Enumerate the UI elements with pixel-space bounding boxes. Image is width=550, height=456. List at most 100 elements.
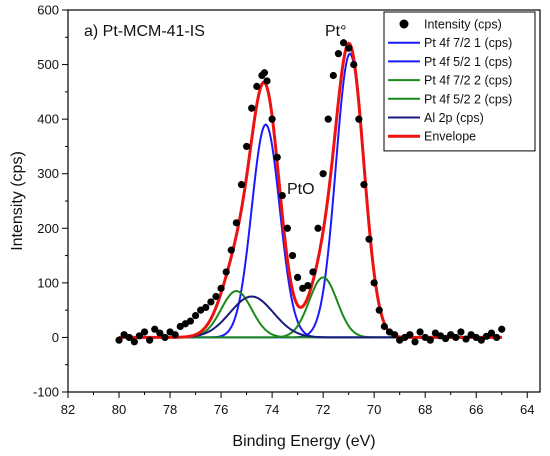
data-point <box>324 115 332 123</box>
legend-label: Intensity (cps) <box>424 18 502 32</box>
legend-marker <box>399 19 409 29</box>
data-point <box>360 181 368 189</box>
y-axis-title: Intensity (cps) <box>9 151 26 251</box>
legend-label: Pt 4f 7/2 2 (cps) <box>424 74 512 88</box>
data-point <box>207 298 215 306</box>
data-point <box>304 281 312 290</box>
data-point <box>498 325 506 333</box>
data-point <box>355 115 363 123</box>
x-tick-label: 70 <box>367 402 381 417</box>
data-point <box>411 338 419 346</box>
x-axis-title: Binding Energy (eV) <box>232 433 375 450</box>
data-point <box>125 333 133 342</box>
data-point <box>222 268 230 276</box>
data-point <box>482 332 491 340</box>
data-point <box>345 44 353 52</box>
data-point <box>140 328 149 336</box>
data-point <box>487 329 496 337</box>
data-point <box>278 191 286 200</box>
legend-label: Pt 4f 7/2 1 (cps) <box>424 36 512 50</box>
pt0-peak-label: Pt° <box>325 23 347 40</box>
data-points <box>115 39 506 346</box>
y-tick-label: 0 <box>52 330 59 345</box>
data-point <box>370 279 378 287</box>
x-tick-label: 66 <box>469 402 483 417</box>
data-point <box>442 334 450 343</box>
data-point <box>268 115 276 123</box>
data-point <box>314 224 322 232</box>
data-point <box>294 273 302 281</box>
data-point <box>406 331 414 339</box>
data-point <box>161 333 169 342</box>
fit-component-curve <box>119 123 502 339</box>
data-point <box>309 268 317 276</box>
data-point <box>217 284 225 292</box>
data-point <box>115 336 123 344</box>
y-tick-label: 400 <box>37 112 59 127</box>
legend-label: Al 2p (cps) <box>424 111 484 125</box>
data-point <box>329 71 337 80</box>
data-point <box>339 39 348 47</box>
data-point <box>171 331 179 339</box>
data-point <box>462 335 470 343</box>
legend-label: Envelope <box>424 130 476 144</box>
data-point <box>232 219 240 227</box>
data-point <box>350 60 358 69</box>
y-tick-label: 500 <box>37 57 59 72</box>
plot-frame <box>67 9 541 393</box>
data-point <box>457 328 465 336</box>
data-point <box>186 317 195 325</box>
data-point <box>319 170 327 178</box>
data-point <box>151 325 159 333</box>
data-point <box>248 104 256 112</box>
y-tick-labels: -100 0 100 200 300 400 500 600 <box>33 3 59 400</box>
legend-label: Pt 4f 5/2 1 (cps) <box>424 55 512 69</box>
x-tick-label: 72 <box>316 402 330 417</box>
data-point <box>416 328 424 336</box>
data-point <box>365 235 373 243</box>
x-tick-label: 82 <box>61 402 75 417</box>
panel-label: a) Pt-MCM-41-IS <box>84 23 205 40</box>
data-point <box>242 142 251 151</box>
data-point <box>334 50 343 58</box>
data-point <box>260 69 269 77</box>
legend-label: Pt 4f 5/2 2 (cps) <box>424 92 512 106</box>
data-point <box>493 333 501 342</box>
data-point <box>273 153 281 161</box>
x-tick-label: 80 <box>112 402 126 417</box>
legend-box <box>383 11 536 152</box>
data-point <box>156 329 164 337</box>
data-point <box>452 333 460 342</box>
y-tick-label: 200 <box>37 221 59 236</box>
data-point <box>237 181 246 189</box>
data-point <box>253 82 261 90</box>
x-tick-label: 78 <box>163 402 177 417</box>
data-point <box>130 338 138 346</box>
data-point <box>202 303 210 312</box>
x-tick-label: 68 <box>418 402 432 417</box>
y-tick-label: 300 <box>37 166 59 181</box>
data-point <box>380 322 388 331</box>
data-point <box>146 336 154 344</box>
data-point <box>212 292 220 301</box>
y-tick-label: 600 <box>37 3 59 18</box>
data-point <box>390 331 399 339</box>
data-point <box>135 332 144 340</box>
data-point <box>288 251 297 260</box>
x-tick-label: 74 <box>265 402 279 417</box>
data-point <box>477 336 485 344</box>
y-tick-label: -100 <box>33 385 59 400</box>
data-point <box>375 306 383 314</box>
data-point <box>227 246 235 254</box>
data-point <box>283 224 292 232</box>
x-tick-label: 64 <box>520 402 534 417</box>
x-tick-labels: 82 80 78 76 74 72 70 68 66 64 <box>61 402 535 417</box>
y-tick-label: 100 <box>37 275 59 290</box>
legend: Intensity (cps) Pt 4f 7/2 1 (cps) Pt 4f 5/… <box>383 11 536 152</box>
data-point <box>191 312 200 320</box>
data-point <box>426 336 434 344</box>
pto-peak-label: PtO <box>287 181 315 198</box>
data-point <box>263 77 271 85</box>
x-tick-label: 76 <box>214 402 228 417</box>
